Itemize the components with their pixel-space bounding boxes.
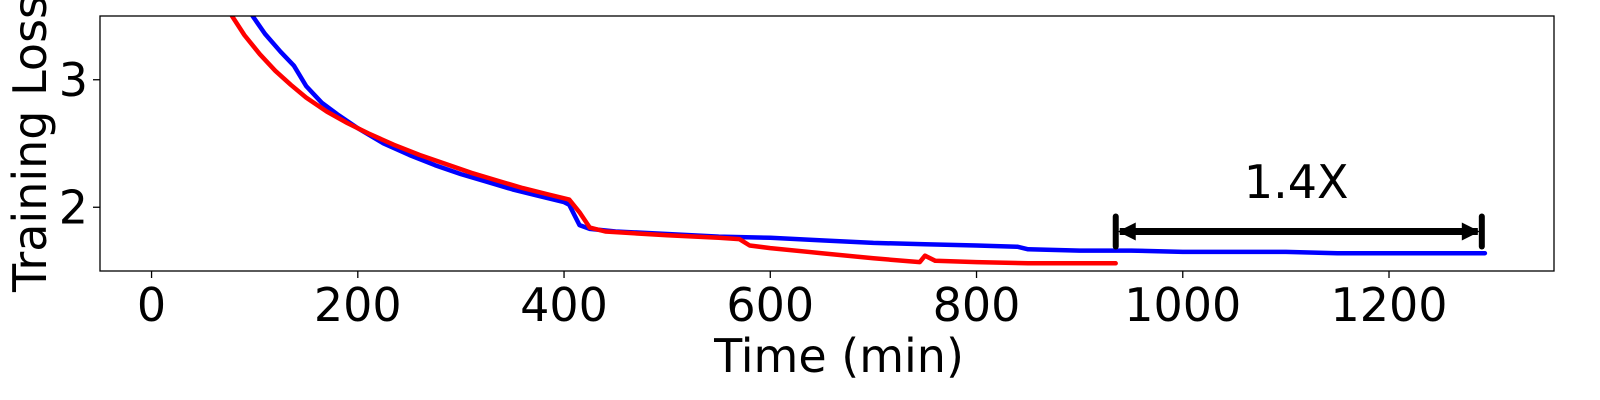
x-tick-label: 400	[520, 278, 608, 332]
y-tick-label: 2	[59, 180, 88, 234]
y-axis-title: Training Loss	[3, 0, 57, 293]
annotation-layer: 1.4X	[1112, 155, 1485, 250]
x-axis: 0 200 400 600 800 1000 1200	[137, 271, 1448, 332]
x-tick-label: 1000	[1124, 278, 1241, 332]
y-tick-label: 3	[59, 53, 88, 107]
speedup-arrow-left-head	[1117, 222, 1136, 241]
x-tick-label: 1200	[1330, 278, 1447, 332]
series-layer	[229, 16, 1488, 266]
x-tick-label: 0	[137, 278, 166, 332]
x-axis-title: Time (min)	[713, 329, 964, 383]
speedup-annotation-label: 1.4X	[1244, 155, 1349, 209]
series-line-1	[250, 16, 1488, 256]
speedup-arrow-right-head	[1461, 222, 1480, 241]
series-line-2	[229, 16, 1118, 266]
x-tick-label: 800	[933, 278, 1021, 332]
x-tick-label: 200	[314, 278, 402, 332]
plot-frame	[99, 15, 1555, 272]
x-tick-label: 600	[726, 278, 814, 332]
y-axis: 23	[59, 53, 100, 234]
